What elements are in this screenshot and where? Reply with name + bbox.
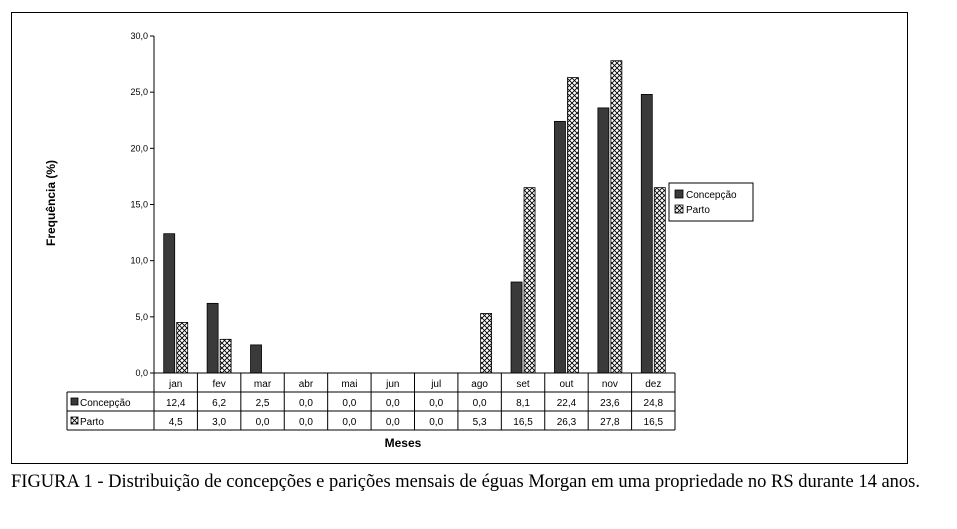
table-series-name: Parto bbox=[80, 417, 104, 428]
y-tick-label: 5,0 bbox=[135, 312, 148, 322]
legend-box bbox=[668, 182, 754, 222]
data-label: 27,8 bbox=[600, 417, 620, 428]
data-label: 16,5 bbox=[513, 417, 533, 428]
data-label: 24,8 bbox=[644, 398, 664, 409]
data-label: 23,6 bbox=[600, 398, 620, 409]
data-label: 4,5 bbox=[169, 417, 183, 428]
bar-parto bbox=[480, 313, 493, 374]
data-label: 0,0 bbox=[342, 398, 356, 409]
x-tick-label: fev bbox=[212, 379, 225, 390]
table-series-name: Concepção bbox=[80, 398, 131, 409]
bar-parto bbox=[523, 187, 536, 374]
x-tick-label: jun bbox=[385, 379, 399, 390]
bar-concepcao bbox=[554, 120, 566, 374]
bar-parto bbox=[567, 77, 579, 374]
y-tick-label: 25,0 bbox=[130, 87, 148, 97]
figure-caption: FIGURA 1 - Distribuição de concepções e … bbox=[11, 472, 921, 492]
legend-swatch-parto bbox=[674, 204, 684, 214]
x-tick-label: mai bbox=[341, 379, 357, 390]
x-axis-title: Meses bbox=[385, 436, 422, 450]
y-tick-label: 15,0 bbox=[130, 200, 148, 210]
data-label: 22,4 bbox=[557, 398, 577, 409]
data-label: 0,0 bbox=[473, 398, 487, 409]
y-tick-label: 30,0 bbox=[130, 31, 148, 41]
y-axis-title: Frequência (%) bbox=[44, 160, 58, 246]
data-label: 2,5 bbox=[256, 398, 270, 409]
x-tick-label: out bbox=[560, 379, 574, 390]
legend-label-parto: Parto bbox=[686, 205, 710, 216]
bar-concepcao bbox=[597, 107, 610, 374]
data-label: 0,0 bbox=[299, 398, 313, 409]
bar-parto bbox=[653, 187, 666, 374]
data-label: 5,3 bbox=[473, 417, 487, 428]
bar-concepcao bbox=[163, 233, 176, 374]
data-label: 0,0 bbox=[429, 417, 443, 428]
y-tick-label: 20,0 bbox=[130, 143, 148, 153]
data-label: 12,4 bbox=[166, 398, 186, 409]
legend: Concepção Parto bbox=[668, 182, 754, 222]
chart-frame: 0,0 5,0 10,0 15,0 20,0 25,0 30,0 jan fev mar abr ma… bbox=[11, 12, 908, 464]
bar-concepcao bbox=[510, 281, 523, 374]
table-legend-key bbox=[70, 397, 79, 406]
data-label: 0,0 bbox=[386, 417, 400, 428]
data-label: 0,0 bbox=[342, 417, 356, 428]
bar-concepcao bbox=[640, 94, 653, 374]
data-label: 6,2 bbox=[212, 398, 226, 409]
x-tick-label: jul bbox=[430, 379, 441, 390]
data-label: 8,1 bbox=[516, 398, 530, 409]
data-label: 0,0 bbox=[299, 417, 313, 428]
x-tick-label: jan bbox=[168, 379, 182, 390]
bar-parto bbox=[610, 60, 623, 374]
x-tick-label: abr bbox=[299, 379, 314, 390]
bar-concepcao bbox=[250, 344, 262, 374]
y-tick-label: 10,0 bbox=[130, 256, 148, 266]
data-label: 16,5 bbox=[644, 417, 664, 428]
data-label: 0,0 bbox=[256, 417, 270, 428]
x-tick-label: set bbox=[516, 379, 530, 390]
y-tick-label: 0,0 bbox=[135, 368, 148, 378]
bar-chart: 0,0 5,0 10,0 15,0 20,0 25,0 30,0 jan fev mar abr ma… bbox=[44, 31, 754, 450]
data-label: 3,0 bbox=[212, 417, 226, 428]
data-label: 0,0 bbox=[429, 398, 443, 409]
bar-parto bbox=[176, 322, 189, 374]
x-tick-label: nov bbox=[602, 379, 618, 390]
x-tick-label: ago bbox=[471, 379, 488, 390]
legend-label-concepcao: Concepção bbox=[686, 190, 737, 201]
legend-swatch-concepcao bbox=[674, 189, 684, 199]
x-tick-label: mar bbox=[254, 379, 272, 390]
bar-concepcao bbox=[206, 302, 219, 374]
table-legend-key bbox=[70, 416, 79, 425]
data-label: 26,3 bbox=[557, 417, 577, 428]
x-tick-label: dez bbox=[645, 379, 661, 390]
data-label: 0,0 bbox=[386, 398, 400, 409]
bar-parto bbox=[219, 338, 232, 374]
